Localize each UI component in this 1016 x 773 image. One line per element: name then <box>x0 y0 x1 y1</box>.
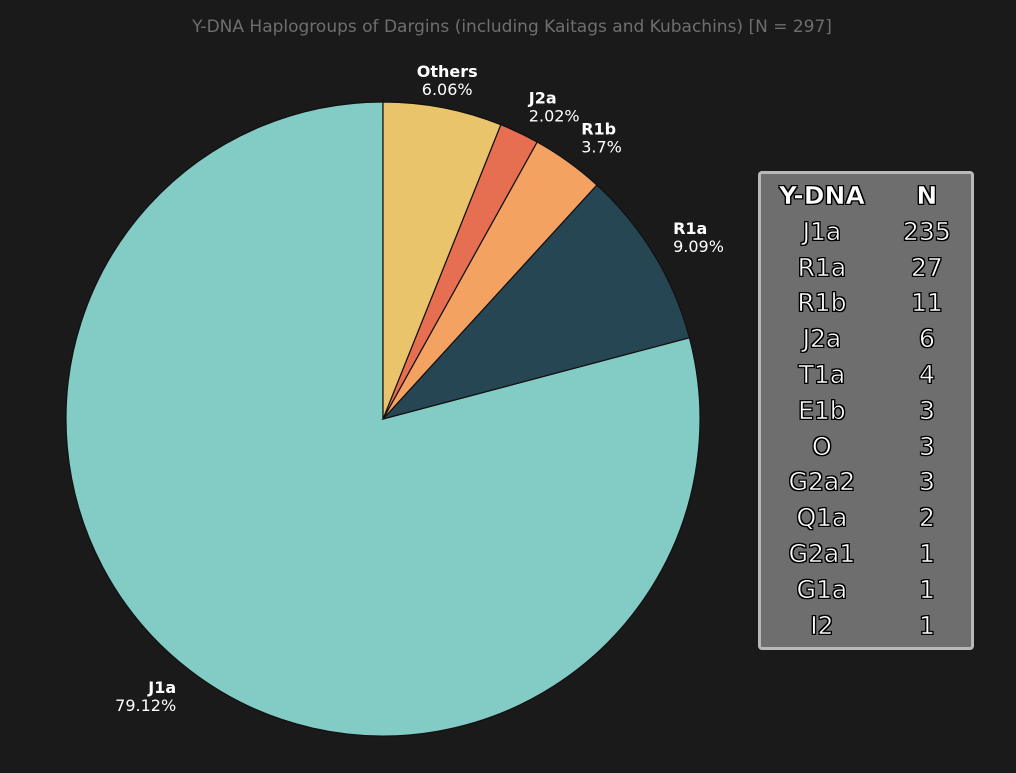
table-row: J1a 235 <box>761 214 971 250</box>
table-cell-haplogroup: E1b <box>798 395 846 425</box>
pie-slice-r1a <box>381 184 691 421</box>
table-cell-count: 1 <box>918 538 936 569</box>
table-row: J2a 6 <box>761 321 971 357</box>
slice-percent-others: 6.06% <box>422 80 473 99</box>
haplogroup-table: Y-DNA N J1a 235 R1a 27 R1b 11 J2a 6 T1a 4 E1b 3 O 3 G2… <box>761 178 971 643</box>
table-cell-count: 6 <box>918 324 936 354</box>
table-row: Q1a 2 <box>761 500 971 536</box>
table-cell-count: 4 <box>918 359 936 390</box>
table-cell-haplogroup: T1a <box>798 359 846 390</box>
table-cell-count: 3 <box>918 431 936 461</box>
table-cell-haplogroup: J1a <box>802 216 842 246</box>
table-cell-count: 11 <box>910 288 943 318</box>
table-cell-count: 235 <box>903 216 951 246</box>
table-cell-count: 3 <box>918 467 936 497</box>
table-row: I2 1 <box>761 608 971 644</box>
table-cell-haplogroup: Q1a <box>796 503 848 533</box>
table-cell-haplogroup: R1a <box>797 252 847 282</box>
table-cell-haplogroup: I2 <box>810 610 834 640</box>
table-row: G2a1 1 <box>761 536 971 572</box>
table-cell-haplogroup: G2a1 <box>788 538 856 569</box>
slice-label-r1b: R1b <box>581 120 616 139</box>
table-header-ydna: Y-DNA <box>778 181 865 211</box>
table-row: G2a2 3 <box>761 464 971 500</box>
table-row: R1b 11 <box>761 285 971 321</box>
slice-percent-r1b: 3.7% <box>581 138 622 157</box>
slice-label-r1a: R1a <box>673 219 707 238</box>
slice-percent-j1a: 79.12% <box>115 696 176 715</box>
table-body: J1a 235 R1a 27 R1b 11 J2a 6 T1a 4 E1b 3 O 3 G2a2 3 Q1a 2 G… <box>761 214 971 644</box>
slice-label-j2a: J2a <box>528 89 557 108</box>
slice-percent-j2a: 2.02% <box>529 107 580 126</box>
table-cell-count: 27 <box>910 252 943 282</box>
table-row: R1a 27 <box>761 250 971 286</box>
table-cell-count: 1 <box>918 610 936 640</box>
table-cell-haplogroup: G1a <box>796 574 848 604</box>
table-header-row: Y-DNA N <box>761 178 971 214</box>
table-cell-count: 2 <box>918 503 936 533</box>
table-header-n: N <box>916 181 938 211</box>
table-cell-haplogroup: O <box>812 431 832 461</box>
table-row: G1a 1 <box>761 572 971 608</box>
table-cell-count: 3 <box>918 395 936 425</box>
slice-label-others: Others <box>417 62 478 81</box>
haplogroup-table-box: Y-DNA N J1a 235 R1a 27 R1b 11 J2a 6 T1a 4 E1b 3 O 3 G2… <box>758 171 974 650</box>
table-cell-count: 1 <box>918 574 936 604</box>
chart-title: Y-DNA Haplogroups of Dargins (including … <box>191 17 832 37</box>
slice-label-j1a: J1a <box>147 678 176 697</box>
table-row: T1a 4 <box>761 357 971 393</box>
pie-slices <box>65 101 701 737</box>
table-cell-haplogroup: R1b <box>797 288 847 318</box>
slice-percent-r1a: 9.09% <box>673 237 724 256</box>
pie-slice-others <box>382 101 502 420</box>
table-cell-haplogroup: G2a2 <box>788 467 856 497</box>
table-row: E1b 3 <box>761 393 971 429</box>
table-cell-haplogroup: J2a <box>802 324 842 354</box>
